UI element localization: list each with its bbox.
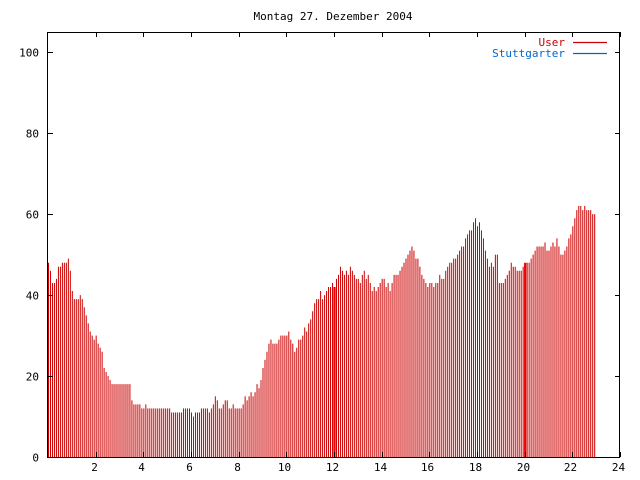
- x-tick-label: 4: [138, 461, 145, 474]
- x-tick-label: 24: [612, 461, 626, 474]
- x-tick-label: 6: [186, 461, 193, 474]
- legend-label-stuttgarter: Stuttgarter: [492, 47, 565, 60]
- y-tick-label: 40: [26, 290, 39, 303]
- x-tick-label: 16: [421, 461, 434, 474]
- x-tick-label: 22: [564, 461, 577, 474]
- y-tick-label: 80: [26, 128, 39, 141]
- legend: User Stuttgarter: [492, 36, 607, 60]
- x-tick-label: 18: [469, 461, 482, 474]
- x-tick-label: 8: [234, 461, 241, 474]
- y-tick-label: 100: [19, 47, 39, 60]
- x-tick-label: 20: [517, 461, 530, 474]
- legend-label-user: User: [539, 36, 566, 49]
- chart-title: Montag 27. Dezember 2004: [254, 10, 413, 23]
- x-tick-label: 14: [374, 461, 388, 474]
- x-tick-label: 10: [278, 461, 291, 474]
- y-tick-label: 60: [26, 209, 39, 222]
- y-tick-label: 20: [26, 371, 39, 384]
- x-tick-label: 2: [91, 461, 98, 474]
- plot-frame: [47, 32, 620, 458]
- bars-group: [48, 206, 596, 457]
- y-tick-label: 0: [32, 452, 39, 465]
- x-tick-label: 12: [326, 461, 339, 474]
